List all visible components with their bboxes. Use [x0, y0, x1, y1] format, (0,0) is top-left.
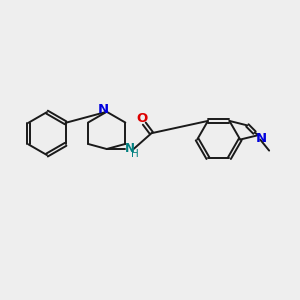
Text: H: H	[131, 149, 139, 159]
Text: O: O	[136, 112, 148, 125]
Text: N: N	[256, 132, 267, 145]
Text: N: N	[98, 103, 109, 116]
Text: N: N	[125, 142, 135, 155]
